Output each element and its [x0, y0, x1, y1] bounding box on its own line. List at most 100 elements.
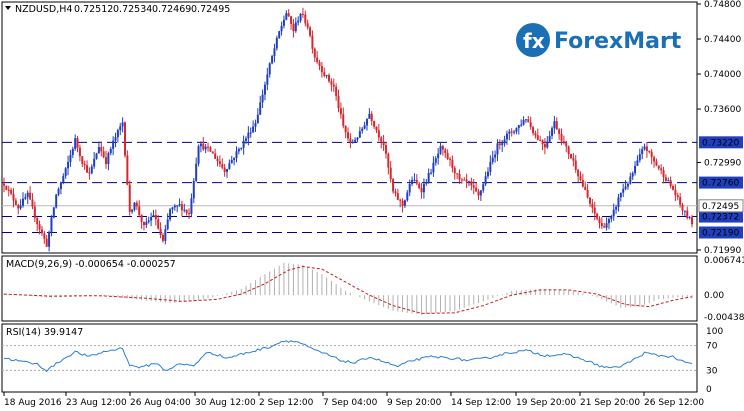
- candle-body: [297, 20, 300, 23]
- macd-title: MACD(9,26,9) -0.000654 -0.000257: [6, 259, 176, 270]
- candle-body: [287, 13, 290, 17]
- candle-body: [536, 135, 539, 140]
- candle-body: [71, 148, 74, 155]
- candle-body: [10, 189, 13, 194]
- candle-body: [131, 209, 134, 212]
- candle-body: [562, 141, 565, 144]
- candle-body: [38, 224, 41, 230]
- candle-body: [36, 217, 39, 225]
- candle-body: [261, 94, 264, 103]
- candle-body: [268, 63, 271, 75]
- candle-body: [180, 204, 183, 211]
- level-label: 0.72372: [702, 213, 739, 223]
- chart-high: 0.72534: [113, 4, 152, 15]
- candle-body: [674, 189, 677, 196]
- forexmart-logo: fx ForexMart: [516, 23, 682, 57]
- macd-tick-label: 0.006741: [704, 256, 744, 266]
- candle-body: [363, 125, 366, 129]
- x-tick-label: 30 Aug 12:00: [195, 398, 256, 408]
- x-tick-label: 21 Sep 20:00: [580, 398, 640, 408]
- candle-body: [392, 179, 395, 192]
- candle-body: [147, 220, 150, 222]
- candle-body: [491, 157, 494, 162]
- candle-body: [669, 180, 672, 187]
- candle-body: [237, 148, 240, 152]
- level-label: 0.72760: [702, 179, 739, 189]
- candle-body: [226, 169, 229, 172]
- candle-body: [152, 215, 155, 218]
- candle-body: [48, 231, 51, 247]
- candle-body: [325, 75, 328, 77]
- candle-body: [233, 157, 236, 160]
- candle-body: [657, 165, 660, 169]
- candle-body: [45, 238, 48, 247]
- candle-body: [534, 133, 537, 136]
- candle-body: [318, 62, 321, 66]
- candle-body: [539, 139, 542, 141]
- candle-body: [406, 192, 409, 201]
- dropdown-triangle-icon[interactable]: [5, 6, 11, 10]
- candle-body: [221, 164, 224, 168]
- candle-body: [21, 198, 24, 206]
- candle-body: [570, 153, 573, 159]
- candle-body: [121, 122, 124, 127]
- candle-body: [579, 176, 582, 180]
- candle-body: [546, 141, 549, 148]
- candle-body: [173, 205, 176, 208]
- candle-body: [641, 149, 644, 155]
- candle-body: [513, 131, 516, 133]
- chart-open: 0.72512: [74, 4, 113, 15]
- candle-body: [365, 118, 368, 126]
- level-label-box: [699, 226, 743, 239]
- candle-body: [114, 137, 117, 141]
- candle-body: [446, 152, 449, 159]
- candle-body: [67, 161, 70, 169]
- price-tick-label: 0.74000: [704, 70, 741, 80]
- price-panel[interactable]: [1, 1, 698, 254]
- candle-body: [218, 161, 221, 165]
- candle-body: [645, 146, 648, 151]
- macd-panel[interactable]: [1, 255, 698, 322]
- candle-body: [382, 141, 385, 146]
- candle-body: [244, 138, 247, 141]
- x-tick-label: 23 Aug 12:00: [66, 398, 127, 408]
- candle-body: [223, 167, 226, 172]
- candle-body: [40, 229, 43, 234]
- candle-body: [323, 72, 326, 76]
- candle-body: [619, 192, 622, 198]
- candle-body: [216, 158, 219, 162]
- candle-body: [399, 199, 402, 201]
- candle-body: [292, 24, 295, 32]
- candle-body: [465, 179, 468, 182]
- candle-body: [304, 14, 307, 24]
- candle-body: [413, 179, 416, 181]
- candle-body: [116, 130, 119, 138]
- candle-body: [444, 149, 447, 153]
- candle-body: [510, 131, 513, 133]
- candle-body: [285, 13, 288, 20]
- candle-body: [57, 189, 60, 195]
- rsi-line: [3, 340, 693, 373]
- candle-body: [486, 171, 489, 177]
- candle-body: [55, 194, 58, 208]
- candle-body: [456, 173, 459, 175]
- candle-body: [475, 187, 478, 192]
- candle-body: [145, 221, 148, 226]
- candle-body: [86, 165, 89, 173]
- candle-body: [354, 139, 357, 142]
- candle-body: [574, 160, 577, 170]
- candle-body: [271, 56, 274, 64]
- candle-body: [138, 206, 141, 216]
- candle-body: [309, 27, 312, 36]
- candle-body: [626, 183, 629, 187]
- candle-body: [31, 199, 34, 207]
- candle-body: [567, 146, 570, 154]
- rsi-panel[interactable]: [1, 323, 698, 393]
- level-label-box: [699, 210, 743, 223]
- rsi-tick-label: 30: [706, 366, 718, 376]
- candle-body: [596, 213, 599, 219]
- macd-tick-label: -0.004387: [704, 313, 744, 323]
- axis-layer: 0.74800 0.74400 0.74000 0.73600 0.72990 0.719…: [3, 0, 744, 408]
- candle-body: [598, 218, 601, 224]
- candle-body: [50, 217, 53, 232]
